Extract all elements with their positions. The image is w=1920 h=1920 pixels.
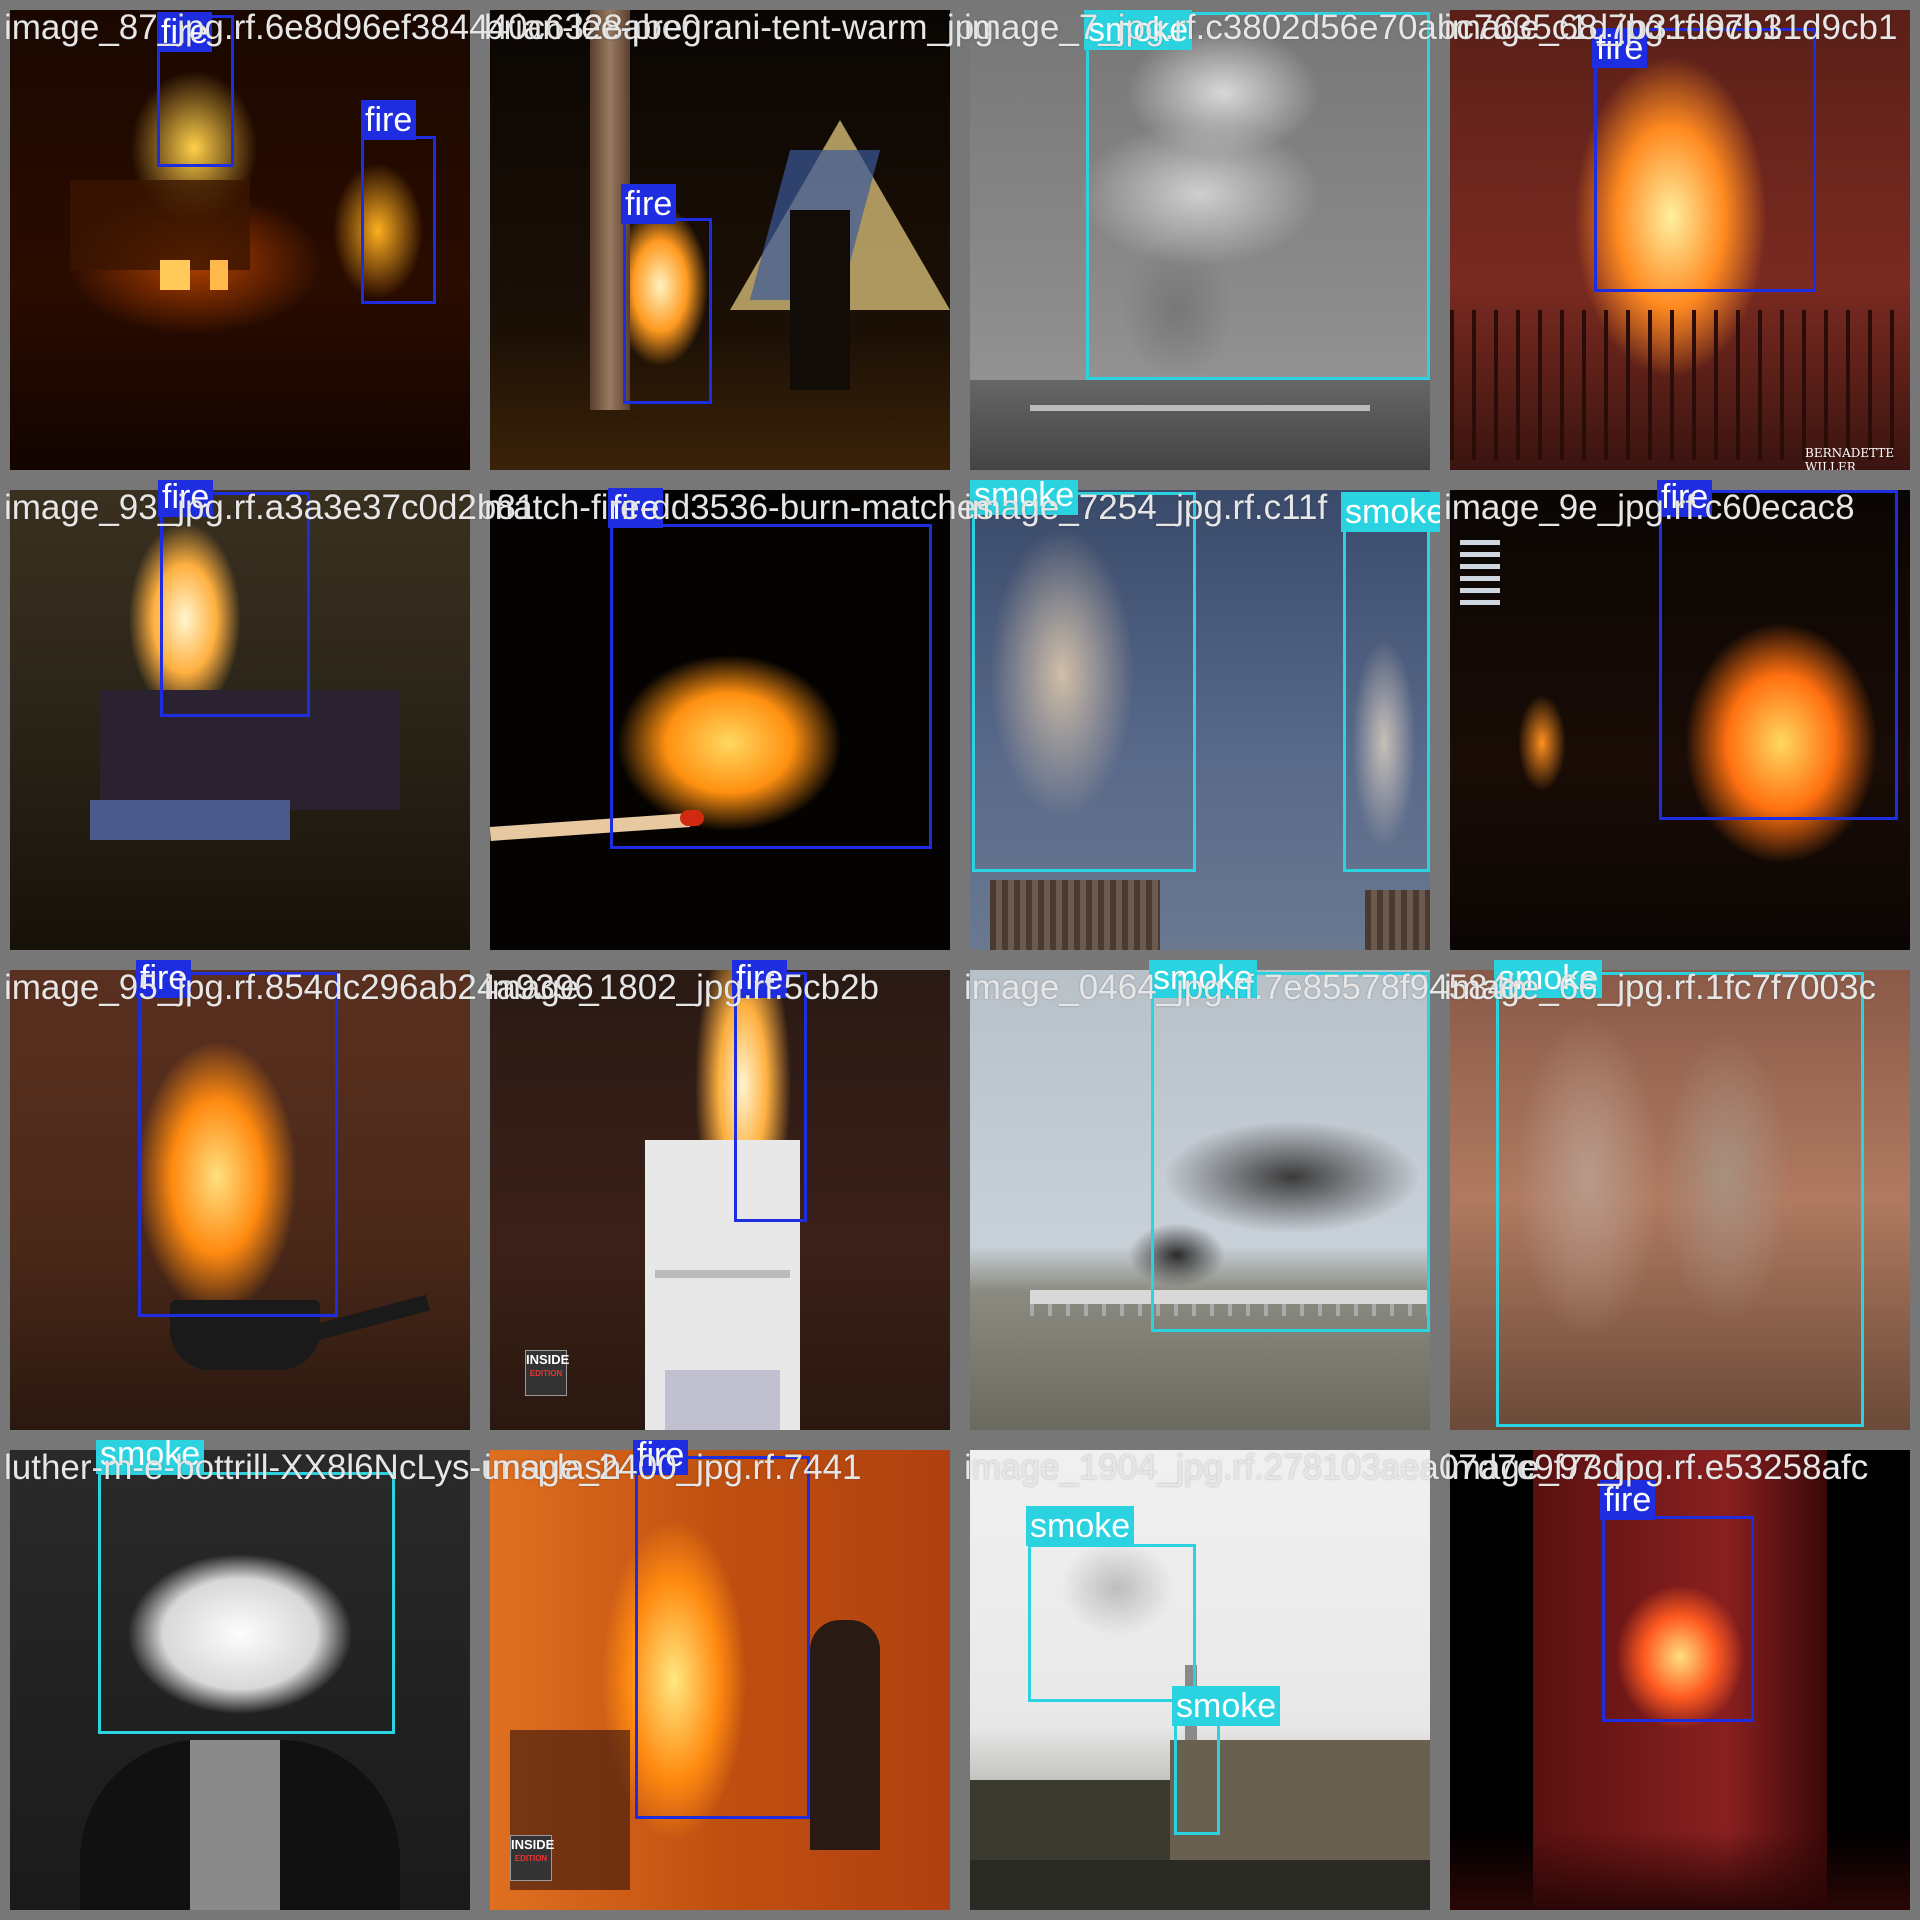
detection-label-fire: fire xyxy=(1657,480,1713,517)
photo-campfire-tent xyxy=(490,10,950,470)
detection-box-fire xyxy=(160,492,310,717)
photo-cooling-towers xyxy=(970,490,1430,950)
grid-cell: smoke xyxy=(1440,960,1920,1440)
detection-label-smoke: smoke xyxy=(1026,1506,1135,1546)
watermark-text: BERNADETTE WILLER xyxy=(1805,446,1895,470)
logo-subtext: EDITION xyxy=(514,1854,548,1863)
detection-label-fire: fire xyxy=(136,960,192,998)
grid-cell: fire xyxy=(1440,1440,1920,1920)
detection-label-fire: fire xyxy=(608,488,664,528)
detection-box-fire xyxy=(734,972,807,1222)
grid-cell: smoke xyxy=(960,0,1440,480)
grid-cell: INSIDE EDITION fire xyxy=(480,1440,960,1920)
detection-label-fire: fire xyxy=(621,184,677,224)
grid-cell: fire xyxy=(0,480,480,960)
photo-pan-fire xyxy=(10,970,470,1430)
detection-label-smoke: smoke xyxy=(1084,10,1193,50)
detection-label-fire: fire xyxy=(633,1440,689,1475)
detection-box-fire xyxy=(361,136,436,304)
detection-label-smoke: smoke xyxy=(96,1440,205,1474)
logo-text: INSIDE xyxy=(526,1352,570,1367)
grid-cell: smoke smoke xyxy=(960,1440,1440,1920)
photo-bus-fire: BERNADETTE WILLER xyxy=(1450,10,1910,470)
detection-box-fire xyxy=(623,218,712,404)
photo-stacks-smoke xyxy=(1450,970,1910,1430)
grid-cell: smoke xyxy=(960,960,1440,1440)
detection-label-fire: fire xyxy=(157,12,213,52)
detection-box-smoke xyxy=(1496,972,1864,1427)
detection-box-fire xyxy=(1594,28,1816,292)
photo-kitchen-fire: INSIDE EDITION xyxy=(490,1450,950,1910)
detection-box-fire xyxy=(138,972,338,1317)
detection-box-smoke xyxy=(972,492,1196,872)
detection-label-fire: fire xyxy=(361,100,417,140)
detection-label-fire: fire xyxy=(1600,1480,1656,1520)
detection-box-smoke xyxy=(1086,12,1430,380)
grid-cell: BERNADETTE WILLER fire xyxy=(1440,0,1920,480)
detection-box-fire xyxy=(610,524,932,849)
grid-cell: smoke xyxy=(0,1440,480,1920)
photo-burning-house xyxy=(10,10,470,470)
grid-cell: fire xyxy=(1440,480,1920,960)
detection-label-fire: fire xyxy=(732,960,788,998)
grid-cell: fire xyxy=(0,960,480,1440)
logo-subtext: EDITION xyxy=(529,1369,563,1378)
grid-cell: smoke smoke xyxy=(960,480,1440,960)
detection-box-smoke xyxy=(1028,1544,1196,1702)
detection-box-smoke xyxy=(1343,512,1430,872)
detection-box-smoke xyxy=(1174,1723,1220,1835)
photo-building-fire xyxy=(1450,490,1910,950)
logo-text: INSIDE xyxy=(511,1837,555,1852)
photo-smoke-plume-gray xyxy=(970,10,1430,470)
photo-stove-fire: INSIDE EDITION xyxy=(490,970,950,1430)
photo-truck-fire xyxy=(10,490,470,950)
grid-cell: fire xyxy=(480,480,960,960)
detection-box-fire xyxy=(1602,1516,1754,1722)
detection-box-smoke xyxy=(1151,972,1430,1332)
detection-label-smoke: smoke xyxy=(1149,960,1258,998)
inside-edition-logo: INSIDE EDITION xyxy=(525,1350,570,1396)
detection-box-smoke xyxy=(98,1472,395,1734)
detection-label-smoke: smoke xyxy=(970,480,1079,515)
detection-label-smoke: smoke xyxy=(1172,1686,1281,1726)
detection-box-fire xyxy=(635,1456,810,1819)
detection-label-smoke: smoke xyxy=(1341,492,1440,532)
grid-cell: fire fire xyxy=(0,0,480,480)
detection-box-fire xyxy=(1659,490,1898,820)
inside-edition-logo: INSIDE EDITION xyxy=(510,1835,555,1881)
photo-bridge-smoke xyxy=(970,970,1430,1430)
photo-night-fire xyxy=(1450,1450,1910,1910)
detection-label-smoke: smoke xyxy=(1494,960,1603,998)
detection-label-fire: fire xyxy=(158,480,214,517)
grid-cell: fire xyxy=(480,0,960,480)
photo-match-flame xyxy=(490,490,950,950)
grid-cell: INSIDE EDITION fire xyxy=(480,960,960,1440)
detection-label-fire: fire xyxy=(1592,28,1648,68)
